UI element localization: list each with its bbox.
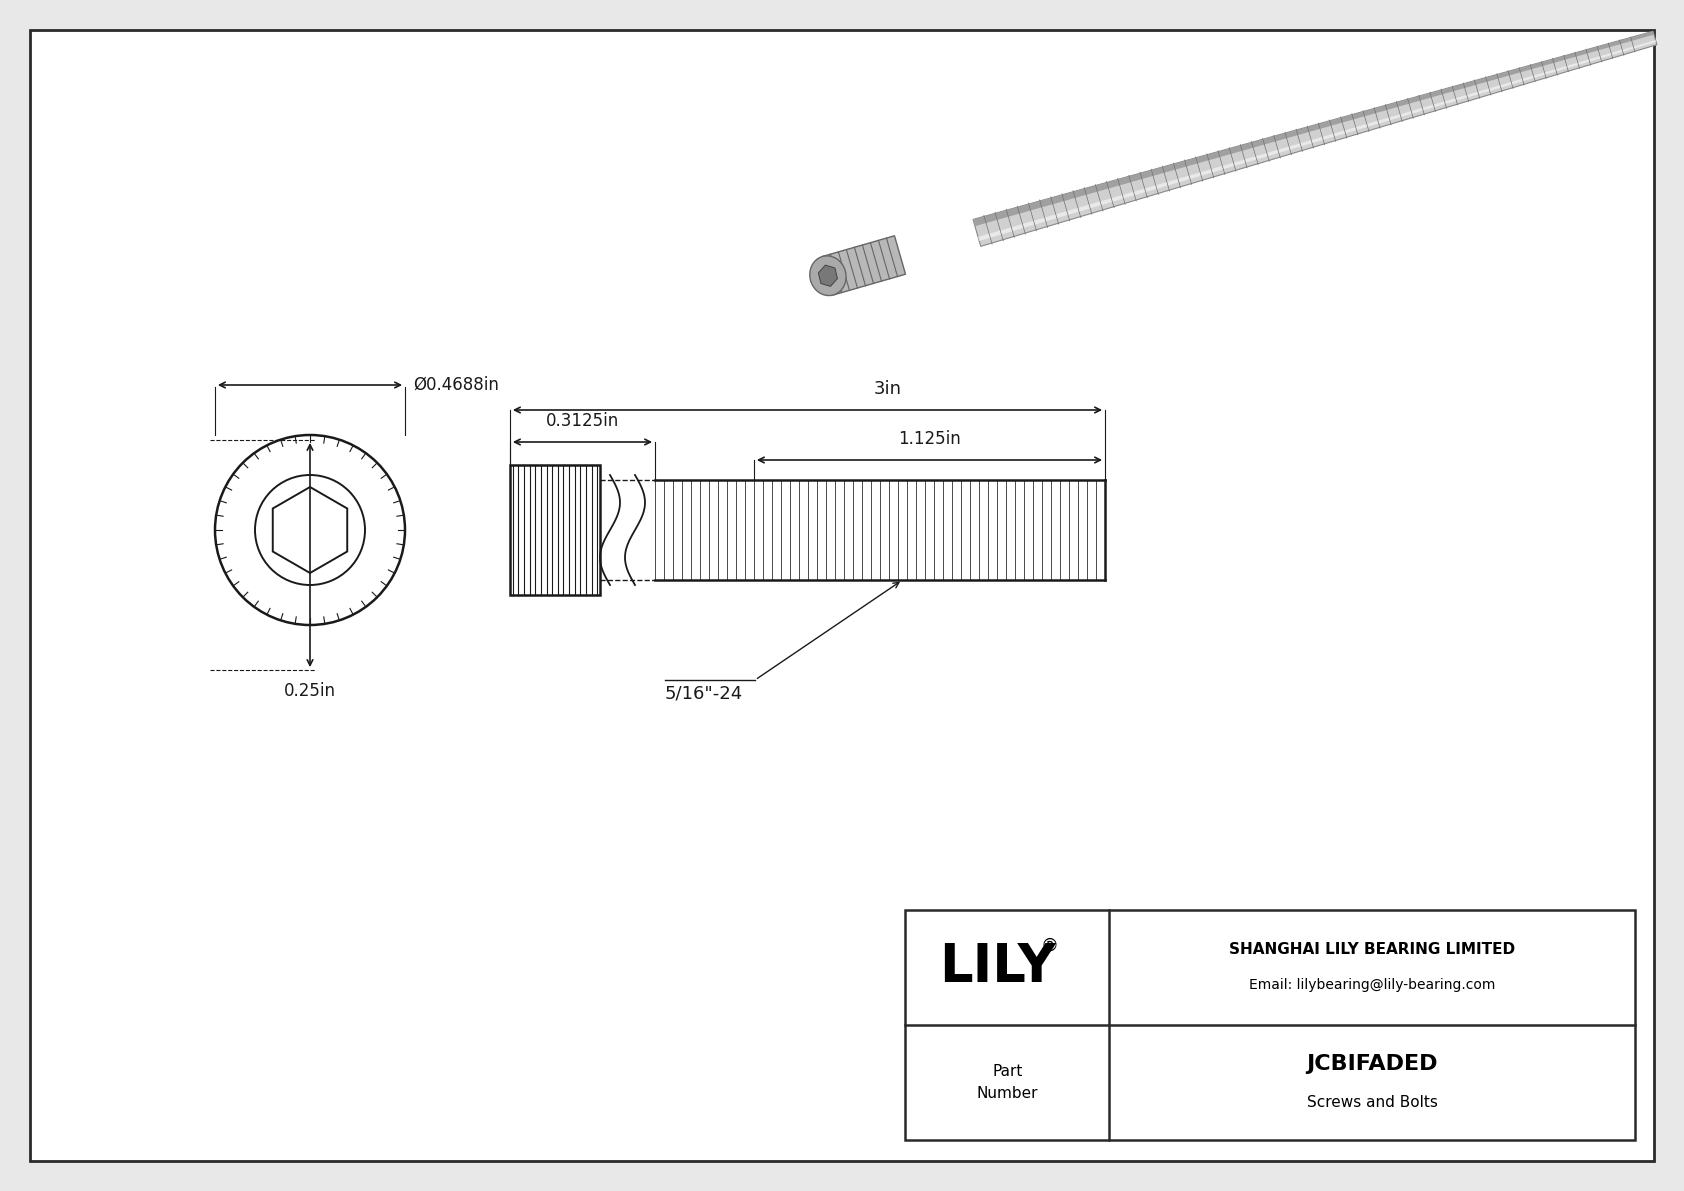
Text: Ø0.4688in: Ø0.4688in	[413, 376, 498, 394]
Polygon shape	[978, 40, 1655, 241]
Text: 0.3125in: 0.3125in	[546, 412, 620, 430]
Ellipse shape	[810, 256, 845, 295]
Text: Part
Number: Part Number	[977, 1065, 1037, 1100]
Text: 3in: 3in	[874, 380, 901, 398]
Bar	[510, 464, 600, 596]
Text: 0.25in: 0.25in	[285, 682, 337, 700]
Polygon shape	[973, 31, 1654, 226]
Text: Screws and Bolts: Screws and Bolts	[1307, 1095, 1438, 1110]
Text: LILY: LILY	[938, 942, 1056, 993]
Text: JCBIFADED: JCBIFADED	[1307, 1054, 1438, 1074]
Polygon shape	[973, 31, 1657, 247]
Polygon shape	[818, 266, 837, 286]
Text: 5/16"-24: 5/16"-24	[665, 685, 743, 703]
Polygon shape	[822, 236, 906, 295]
Text: ®: ®	[1041, 936, 1058, 954]
Text: Email: lilybearing@lily-bearing.com: Email: lilybearing@lily-bearing.com	[1250, 979, 1495, 992]
Bar	[904, 910, 1635, 1140]
Text: 1.125in: 1.125in	[898, 430, 962, 448]
Text: SHANGHAI LILY BEARING LIMITED: SHANGHAI LILY BEARING LIMITED	[1229, 942, 1516, 958]
